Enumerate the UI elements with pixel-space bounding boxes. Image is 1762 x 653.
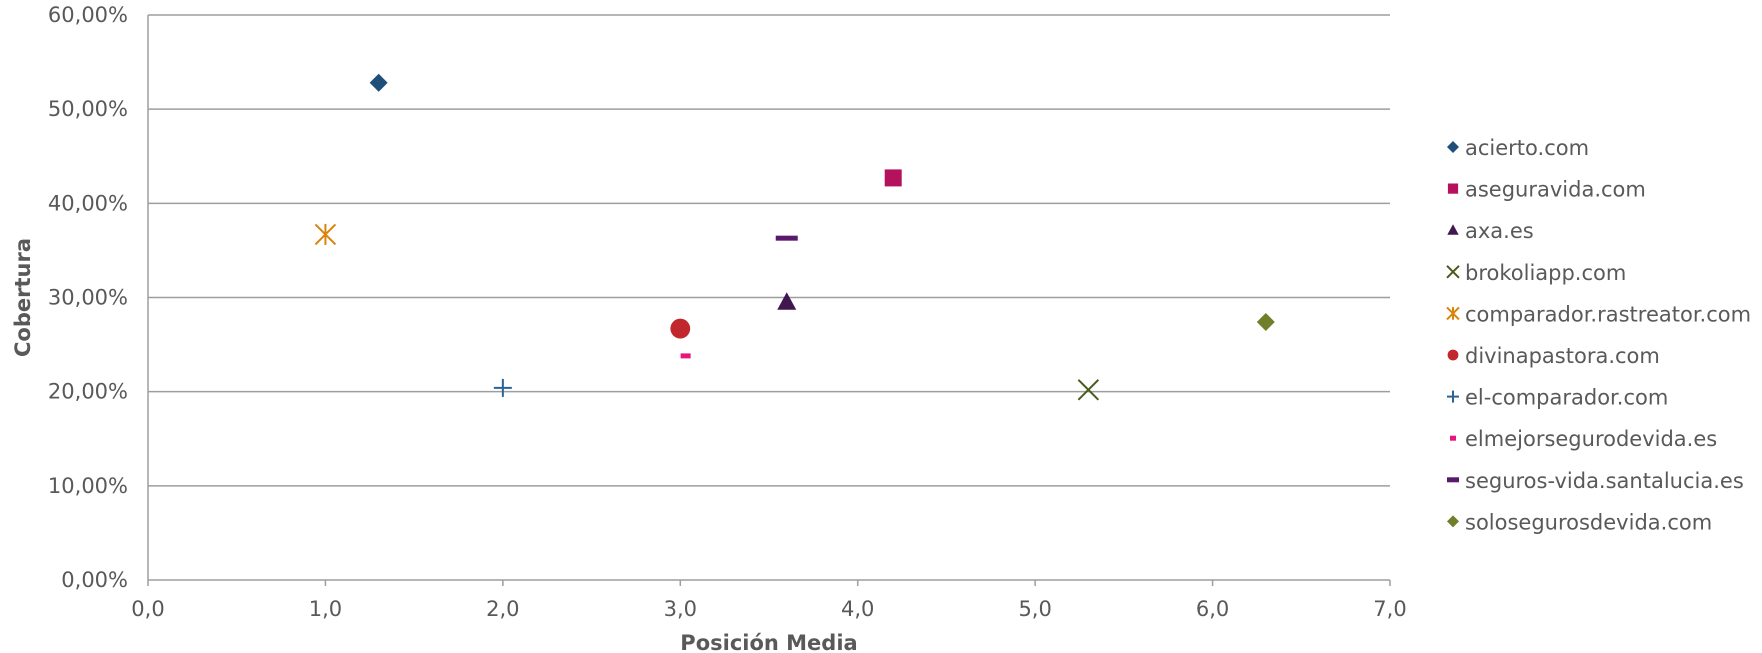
x-tick-label: 4,0 xyxy=(841,597,874,621)
y-tick-label: 60,00% xyxy=(48,3,128,27)
x-tick-label: 6,0 xyxy=(1196,597,1229,621)
legend-label: elmejorsegurodevida.es xyxy=(1465,427,1717,451)
legend-label: divinapastora.com xyxy=(1465,344,1660,368)
x-axis-title: Posición Media xyxy=(680,631,857,653)
y-tick-label: 20,00% xyxy=(48,380,128,404)
x-tick-label: 1,0 xyxy=(309,597,342,621)
legend-marker xyxy=(1446,306,1460,321)
legend-marker xyxy=(1447,141,1459,153)
data-points xyxy=(314,73,1275,401)
legend: acierto.com aseguravida.com axa.es brokolia… xyxy=(1446,136,1751,534)
axes xyxy=(147,15,1391,586)
legend-item: aseguravida.com xyxy=(1447,178,1646,202)
legend-marker xyxy=(1447,390,1459,403)
legend-item: acierto.com xyxy=(1447,136,1589,160)
point-brokoliapp-com xyxy=(1077,379,1100,401)
legend-marker xyxy=(1447,349,1459,361)
legend-item: elmejorsegurodevida.es xyxy=(1450,427,1717,451)
legend-label: axa.es xyxy=(1465,219,1534,243)
legend-item: el-comparador.com xyxy=(1447,386,1668,410)
legend-item: comparador.rastreator.com xyxy=(1446,302,1751,326)
legend-item: divinapastora.com xyxy=(1447,344,1660,368)
legend-marker xyxy=(1447,515,1459,528)
legend-item: brokoliapp.com xyxy=(1446,261,1626,285)
x-tick-label: 0,0 xyxy=(131,597,164,621)
point-solosegurosdevida-com xyxy=(1256,312,1275,331)
legend-item: seguros-vida.santalucia.es xyxy=(1447,469,1744,493)
x-tick-label: 5,0 xyxy=(1018,597,1051,621)
legend-item: solosegurosdevida.com xyxy=(1447,510,1712,534)
legend-marker xyxy=(1446,265,1460,279)
legend-label: comparador.rastreator.com xyxy=(1465,302,1751,326)
point-divinapastora-com xyxy=(670,318,691,339)
legend-label: acierto.com xyxy=(1465,136,1589,160)
point-axa-es xyxy=(777,292,797,310)
legend-marker xyxy=(1447,477,1459,483)
y-tick-label: 30,00% xyxy=(48,286,128,310)
y-tick-labels: 0,00% 10,00% 20,00% 30,00% 40,00% 50,00% 60,00… xyxy=(48,3,128,592)
x-tick-label: 3,0 xyxy=(664,597,697,621)
legend-marker xyxy=(1447,224,1459,235)
y-axis-title: Cobertura xyxy=(11,238,35,357)
legend-marker xyxy=(1450,435,1456,441)
legend-marker xyxy=(1447,183,1459,194)
point-el-comparador-com xyxy=(493,378,512,397)
legend-label: el-comparador.com xyxy=(1465,386,1668,410)
point-elmejorsegurodevida-es xyxy=(680,353,691,359)
y-tick-label: 50,00% xyxy=(48,97,128,121)
y-tick-label: 10,00% xyxy=(48,474,128,498)
y-tick-label: 0,00% xyxy=(61,568,128,592)
x-tick-label: 2,0 xyxy=(486,597,519,621)
legend-label: brokoliapp.com xyxy=(1465,261,1626,285)
x-tick-label: 7,0 xyxy=(1373,597,1406,621)
point-seguros-vida-santalucia-es xyxy=(775,235,798,241)
legend-label: solosegurosdevida.com xyxy=(1465,510,1712,534)
point-acierto-com xyxy=(369,73,388,92)
x-tick-labels: 0,0 1,0 2,0 3,0 4,0 5,0 6,0 7,0 xyxy=(131,597,1406,621)
y-tick-label: 40,00% xyxy=(48,191,128,215)
gridlines xyxy=(148,14,1390,487)
point-comparador-rastreator-com xyxy=(314,223,337,246)
legend-label: aseguravida.com xyxy=(1465,178,1646,202)
legend-item: axa.es xyxy=(1447,219,1534,243)
point-aseguravida-com xyxy=(884,169,902,187)
legend-label: seguros-vida.santalucia.es xyxy=(1465,469,1744,493)
